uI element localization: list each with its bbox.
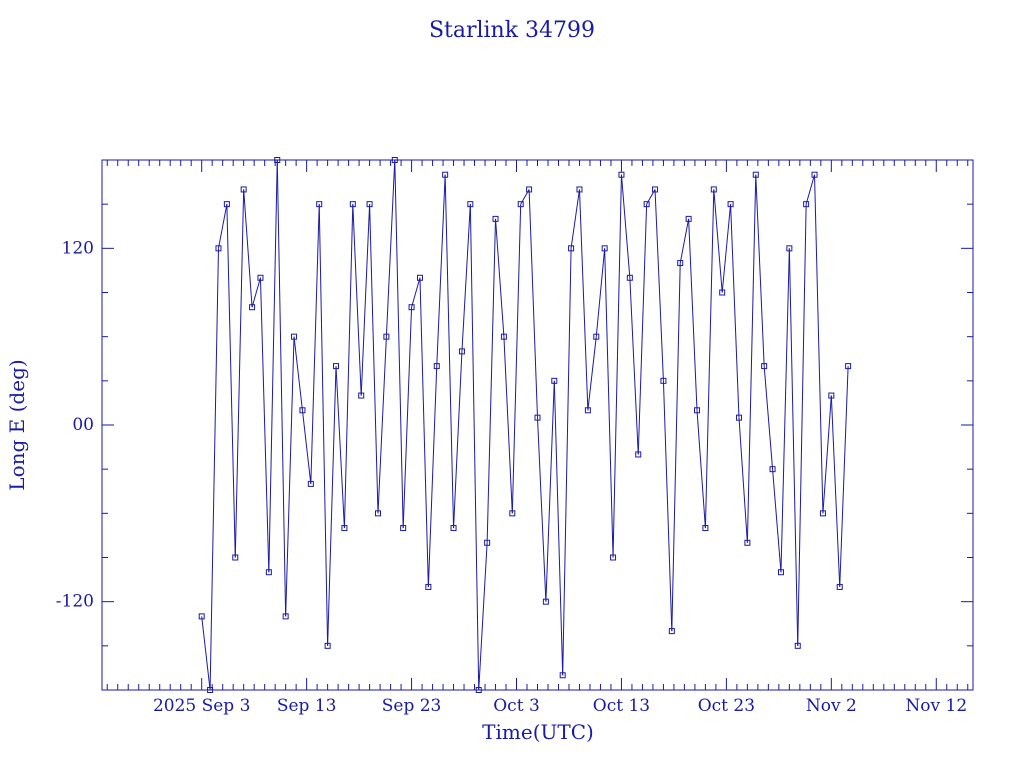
series-segment [201, 616, 211, 691]
series-segment [671, 263, 681, 632]
series-segment [402, 307, 413, 529]
y-tick-label: 00 [72, 415, 94, 435]
series-segment [696, 410, 706, 529]
series-segment [234, 189, 245, 558]
series-segment [654, 189, 664, 381]
series-segment [226, 204, 236, 558]
series-segment [461, 204, 471, 352]
series-segment [587, 336, 597, 411]
series-segment [620, 174, 631, 278]
series-segment [394, 159, 404, 529]
series-segment [495, 218, 505, 337]
series-segment [578, 189, 589, 411]
y-axis-label: Long E (deg) [5, 359, 29, 490]
series-segment [595, 248, 606, 337]
data-point-marker [643, 201, 650, 208]
x-tick-label: 2025 Sep 3 [153, 696, 250, 716]
series-segment [217, 204, 228, 249]
series-segment [411, 277, 421, 308]
series-segment [830, 395, 841, 587]
series-segment [746, 174, 757, 543]
series-segment [797, 204, 807, 646]
series-segment [629, 277, 639, 455]
series-segment [453, 351, 463, 529]
data-point-marker [517, 201, 524, 208]
x-tick-label: Nov 12 [905, 696, 967, 716]
series-segment [755, 174, 765, 367]
series-segment [478, 542, 488, 691]
series-segment [310, 204, 320, 484]
series-segment [738, 417, 748, 543]
data-point-marker [408, 304, 415, 311]
series-segment [839, 366, 849, 587]
series-segment [301, 410, 312, 484]
x-tick-label: Nov 2 [806, 696, 857, 716]
chart-title: Starlink 34799 [429, 18, 595, 43]
series-segment [788, 248, 799, 646]
series-segment [486, 218, 497, 543]
x-axis: 2025 Sep 3 Sep 13 Sep 23 Oct 3 Oct 13 Oct 23 N… [106, 160, 969, 716]
series-segment [427, 366, 438, 587]
series-segment [285, 336, 295, 617]
series-segment [612, 174, 622, 558]
x-tick-label: Sep 23 [382, 696, 442, 716]
series-segment [772, 469, 782, 573]
series-segment [503, 336, 513, 514]
series-segment [528, 189, 538, 418]
series-segment [511, 204, 522, 514]
series-segment [293, 336, 303, 411]
x-tick-label: Oct 23 [698, 696, 755, 716]
series-segment [570, 189, 580, 249]
y-tick-label: -120 [56, 592, 94, 612]
y-tick-label: 120 [62, 238, 94, 258]
series-segment [730, 204, 740, 418]
series-segment [679, 218, 690, 264]
series-segment [251, 277, 261, 308]
series-segment [385, 159, 396, 337]
series-segment [688, 218, 698, 411]
series-segment [419, 277, 429, 587]
series-segment [335, 366, 345, 529]
series-segment [469, 204, 480, 691]
series-segment [713, 189, 723, 293]
series-segment [805, 174, 816, 205]
series-segment [704, 189, 715, 529]
series-segment [604, 248, 614, 558]
series-segment [545, 380, 555, 602]
x-tick-label: Sep 13 [277, 696, 337, 716]
series-segment [721, 204, 732, 293]
series-segment [276, 159, 287, 617]
series-segment [352, 204, 362, 396]
data-point-marker [249, 304, 256, 311]
plot-area [198, 157, 852, 693]
series-segment [369, 204, 379, 514]
series-segment [780, 248, 790, 573]
series-segment [259, 277, 270, 573]
series-segment [209, 248, 219, 691]
series-segment [444, 174, 455, 529]
x-tick-label: Oct 3 [493, 696, 540, 716]
series-segment [318, 204, 329, 646]
series-segment [814, 174, 824, 514]
series-segment [763, 366, 774, 470]
series-segment [637, 204, 648, 455]
series-segment [822, 395, 832, 514]
series-segment [360, 204, 371, 396]
series-segment [562, 248, 572, 676]
series-segment [537, 417, 547, 602]
series-segment [436, 174, 446, 367]
data-point-marker [803, 201, 810, 208]
x-axis-label: Time(UTC) [482, 720, 594, 744]
series-segment [327, 366, 337, 646]
series-segment [268, 159, 278, 573]
data-point-marker [845, 363, 852, 370]
series-segment [662, 380, 673, 632]
series-segment [377, 336, 387, 514]
series-segment [243, 189, 253, 308]
y-axis: -120 00 120 [56, 159, 973, 691]
series-segment [553, 380, 564, 676]
x-tick-label: Oct 13 [593, 696, 650, 716]
series-segment [343, 204, 354, 529]
